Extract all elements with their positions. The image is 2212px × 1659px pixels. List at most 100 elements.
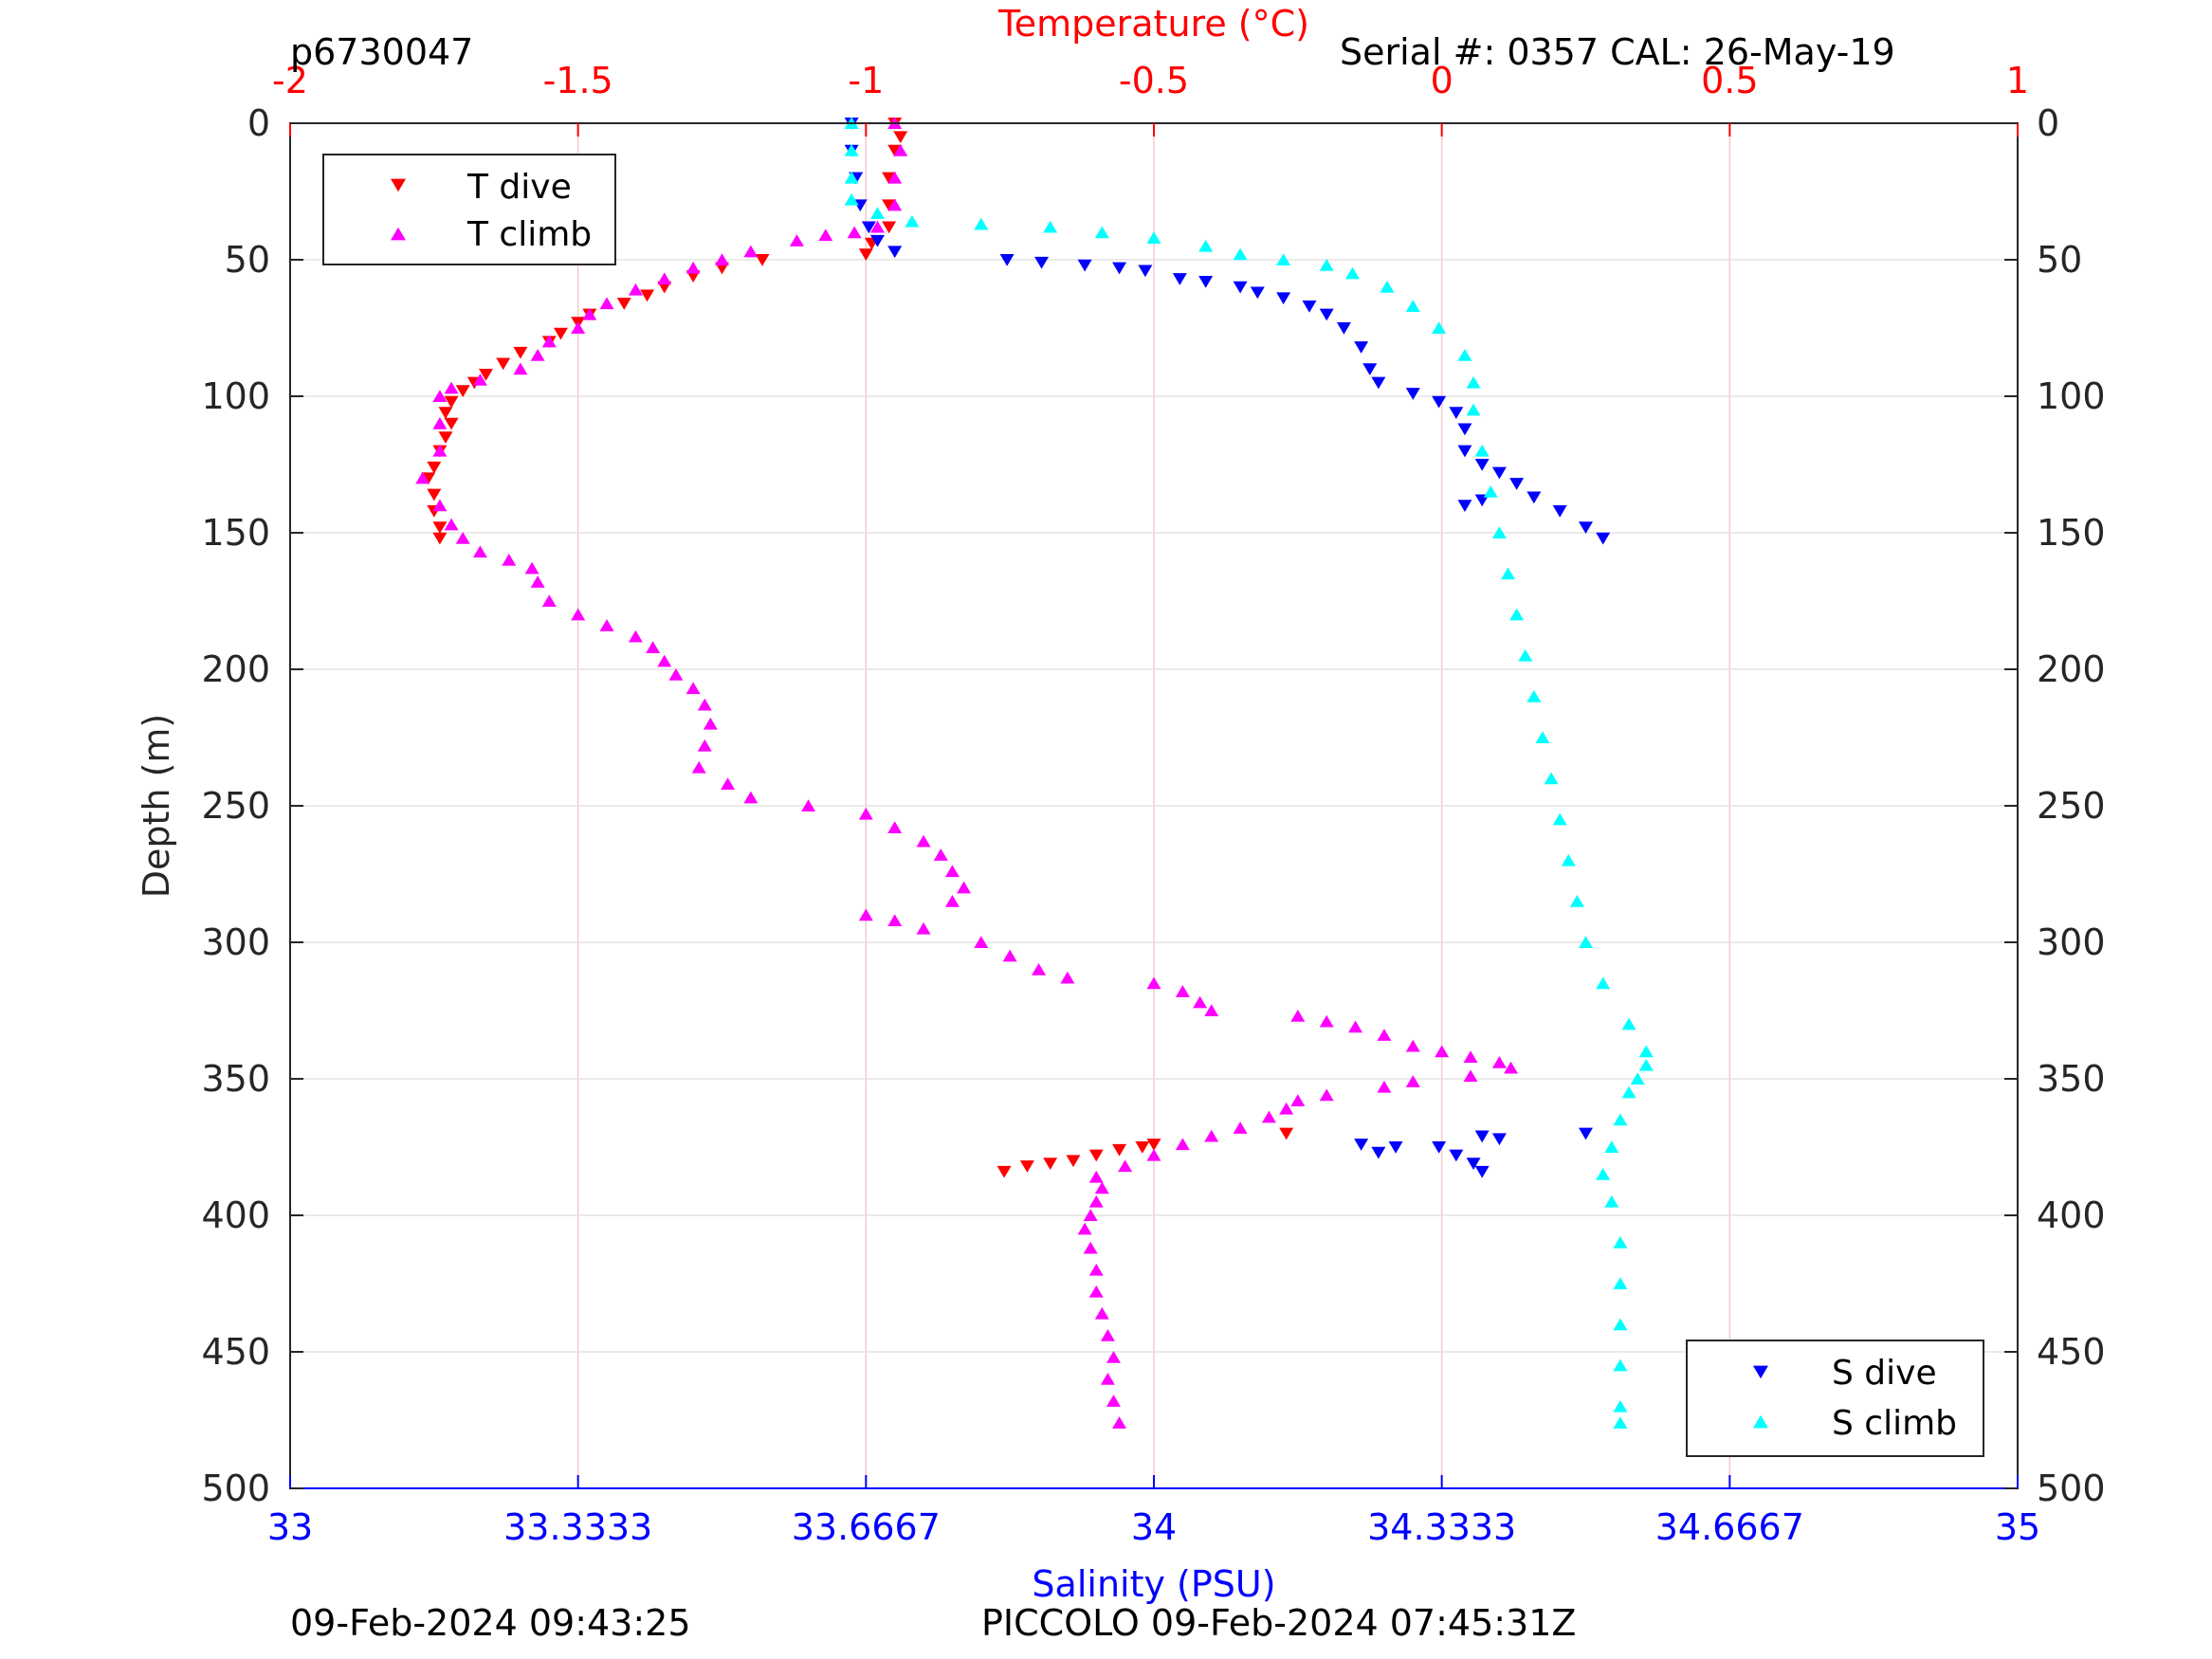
data-point — [1261, 1110, 1276, 1123]
legend-t-climb-marker — [391, 227, 406, 241]
data-point — [1491, 1133, 1507, 1146]
data-point — [697, 738, 712, 752]
data-point — [1457, 423, 1472, 436]
data-point — [427, 488, 442, 501]
data-point — [1621, 1085, 1636, 1099]
data-point — [844, 171, 859, 184]
data-point — [1491, 466, 1507, 480]
data-point — [1094, 226, 1109, 239]
data-point — [513, 346, 528, 359]
depth-tick-label-right: 450 — [2037, 1331, 2106, 1373]
data-point — [1250, 286, 1265, 300]
data-point — [1233, 281, 1248, 294]
data-point — [1491, 526, 1507, 538]
data-point — [1405, 1039, 1420, 1052]
data-point — [1198, 276, 1214, 288]
data-point — [893, 131, 908, 144]
depth-tick-label-right: 400 — [2037, 1194, 2106, 1236]
data-point — [1002, 949, 1017, 962]
data-point — [415, 471, 430, 484]
depth-tick-label-right: 200 — [2037, 648, 2106, 690]
legend-t-dive-label: T dive — [466, 168, 572, 207]
temperature-axis-label: Temperature (°C) — [997, 3, 1309, 45]
data-point — [1100, 1328, 1115, 1341]
legend-t-dive-marker — [391, 178, 406, 192]
data-point — [861, 221, 876, 234]
data-point — [1175, 985, 1190, 997]
data-point — [668, 668, 684, 681]
depth-tick-label-right: 50 — [2037, 239, 2082, 281]
data-point — [1362, 363, 1378, 375]
depth-tick-label-right: 100 — [2037, 375, 2106, 417]
series-t-climb — [415, 117, 1519, 1429]
depth-tick-label-right: 0 — [2037, 102, 2059, 144]
data-point — [432, 532, 448, 545]
data-point — [844, 192, 859, 206]
data-point — [1630, 1072, 1645, 1085]
salinity-tick-label: 33.6667 — [792, 1506, 941, 1548]
data-point — [1621, 1017, 1636, 1030]
data-point — [882, 199, 897, 212]
legend-salinity: S dive S climb — [1686, 1340, 1984, 1457]
data-point — [1526, 491, 1542, 504]
salinity-tick-label: 35 — [1995, 1506, 2040, 1548]
data-point — [571, 321, 586, 334]
data-point — [1118, 1159, 1133, 1173]
temperature-tick-label: 0 — [1431, 60, 1453, 101]
legend-s-dive-label: S dive — [1832, 1354, 1937, 1393]
data-point — [1638, 1045, 1654, 1058]
legend-marker — [391, 178, 406, 192]
data-point — [974, 217, 989, 230]
data-point — [524, 561, 539, 574]
data-point — [755, 254, 770, 266]
data-point — [1474, 444, 1490, 457]
data-point — [1579, 936, 1593, 948]
data-point — [1276, 292, 1291, 305]
data-point — [1371, 376, 1386, 390]
data-point — [541, 594, 557, 607]
header-right: Serial #: 0357 CAL: 26-May-19 — [1340, 31, 1895, 73]
data-point — [1466, 375, 1481, 389]
data-point — [974, 936, 989, 948]
data-point — [1276, 253, 1291, 265]
data-point — [1088, 1149, 1104, 1162]
data-point — [1290, 1094, 1306, 1107]
data-point — [472, 545, 487, 558]
data-point — [432, 499, 448, 512]
data-point — [1449, 1149, 1464, 1162]
data-point — [1613, 1318, 1628, 1331]
data-point — [1088, 1263, 1104, 1276]
footer-left: 09-Feb-2024 09:43:25 — [290, 1602, 691, 1644]
data-point — [1100, 1373, 1115, 1385]
data-point — [801, 799, 816, 811]
data-point — [455, 532, 470, 544]
data-point — [1474, 1165, 1490, 1178]
data-point — [1019, 1160, 1034, 1173]
data-point — [1302, 300, 1317, 313]
data-point — [646, 641, 661, 653]
data-point — [1146, 1139, 1161, 1151]
data-point — [1463, 1050, 1478, 1063]
data-point — [1088, 1285, 1104, 1298]
data-point — [444, 395, 459, 409]
data-point — [530, 349, 545, 361]
salinity-tick-label: 34 — [1131, 1506, 1177, 1548]
data-point — [1569, 895, 1584, 907]
depth-tick-label-right: 500 — [2037, 1468, 2106, 1509]
data-point — [1083, 1209, 1098, 1221]
data-point — [432, 390, 448, 402]
data-point — [1034, 256, 1050, 269]
data-point — [1457, 349, 1472, 361]
data-point — [478, 368, 493, 381]
data-point — [455, 385, 470, 397]
depth-tick-label-left: 500 — [201, 1468, 270, 1509]
series-s-climb — [844, 117, 1654, 1429]
data-point — [432, 417, 448, 429]
data-point — [1561, 853, 1576, 866]
data-point — [1491, 1055, 1507, 1068]
data-point — [844, 144, 859, 156]
data-point — [1544, 772, 1559, 785]
data-point — [1112, 262, 1127, 275]
data-point — [1336, 322, 1351, 335]
